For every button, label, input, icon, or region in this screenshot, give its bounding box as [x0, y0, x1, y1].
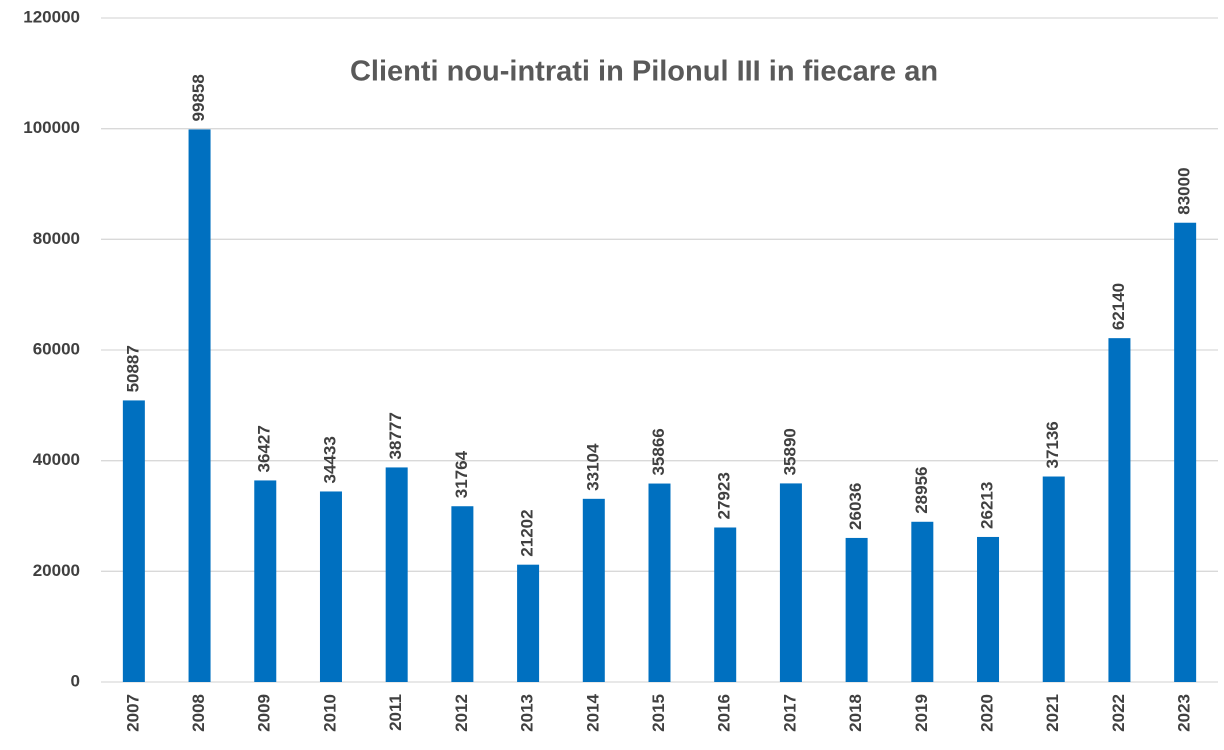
bar [319, 491, 342, 682]
bar [254, 480, 277, 682]
bar [1042, 476, 1065, 682]
x-tick-label: 2014 [583, 693, 602, 731]
x-tick-label: 2009 [255, 694, 274, 732]
x-tick-label: 2021 [1043, 694, 1062, 732]
data-label: 33104 [583, 443, 602, 491]
x-tick-label: 2013 [518, 694, 537, 732]
x-tick-label: 2020 [978, 694, 997, 732]
data-label: 35890 [780, 428, 799, 475]
data-label: 50887 [123, 345, 142, 392]
x-tick-label: 2022 [1109, 694, 1128, 732]
bar [122, 400, 145, 682]
x-tick-label: 2008 [189, 694, 208, 732]
data-label: 36427 [255, 425, 274, 472]
bar [714, 527, 737, 682]
bar [1174, 222, 1197, 682]
bar [385, 467, 408, 682]
data-label: 31764 [452, 450, 471, 498]
bar [582, 498, 605, 682]
bar [911, 521, 934, 682]
chart-title: Clienti nou-intrati in Pilonul III in fi… [350, 56, 938, 88]
data-label: 37136 [1043, 421, 1062, 468]
y-tick-label: 120000 [23, 7, 80, 26]
y-tick-label: 60000 [33, 339, 80, 358]
data-label: 62140 [1109, 283, 1128, 330]
x-tick-label: 2012 [452, 694, 471, 732]
bar [188, 129, 211, 682]
y-tick-label: 20000 [33, 561, 80, 580]
data-label: 26036 [846, 483, 865, 530]
y-tick-label: 80000 [33, 229, 80, 248]
data-label: 35866 [649, 428, 668, 475]
bar [845, 537, 868, 682]
x-tick-label: 2011 [386, 694, 405, 731]
x-tick-label: 2016 [715, 694, 734, 732]
x-tick-label: 2017 [780, 694, 799, 732]
x-tick-label: 2019 [912, 694, 931, 732]
data-label: 83000 [1175, 167, 1194, 214]
data-label: 21202 [518, 509, 537, 556]
x-tick-label: 2007 [123, 694, 142, 732]
x-tick-label: 2010 [320, 694, 339, 732]
bar [779, 483, 802, 682]
data-label: 27923 [715, 472, 734, 519]
y-tick-label: 0 [71, 671, 80, 690]
x-tick-label: 2023 [1175, 694, 1194, 732]
bar [648, 483, 671, 682]
x-tick-label: 2015 [649, 694, 668, 732]
bar [977, 536, 1000, 682]
y-tick-label: 100000 [23, 118, 80, 137]
data-label: 38777 [386, 412, 405, 459]
bar [451, 506, 474, 682]
bar [1108, 338, 1131, 682]
data-label: 28956 [912, 466, 931, 513]
data-label: 26213 [978, 482, 997, 529]
y-tick-label: 40000 [33, 450, 80, 469]
bar [517, 564, 540, 682]
data-label: 99858 [189, 74, 208, 121]
data-label: 34433 [320, 436, 339, 483]
x-tick-label: 2018 [846, 694, 865, 732]
